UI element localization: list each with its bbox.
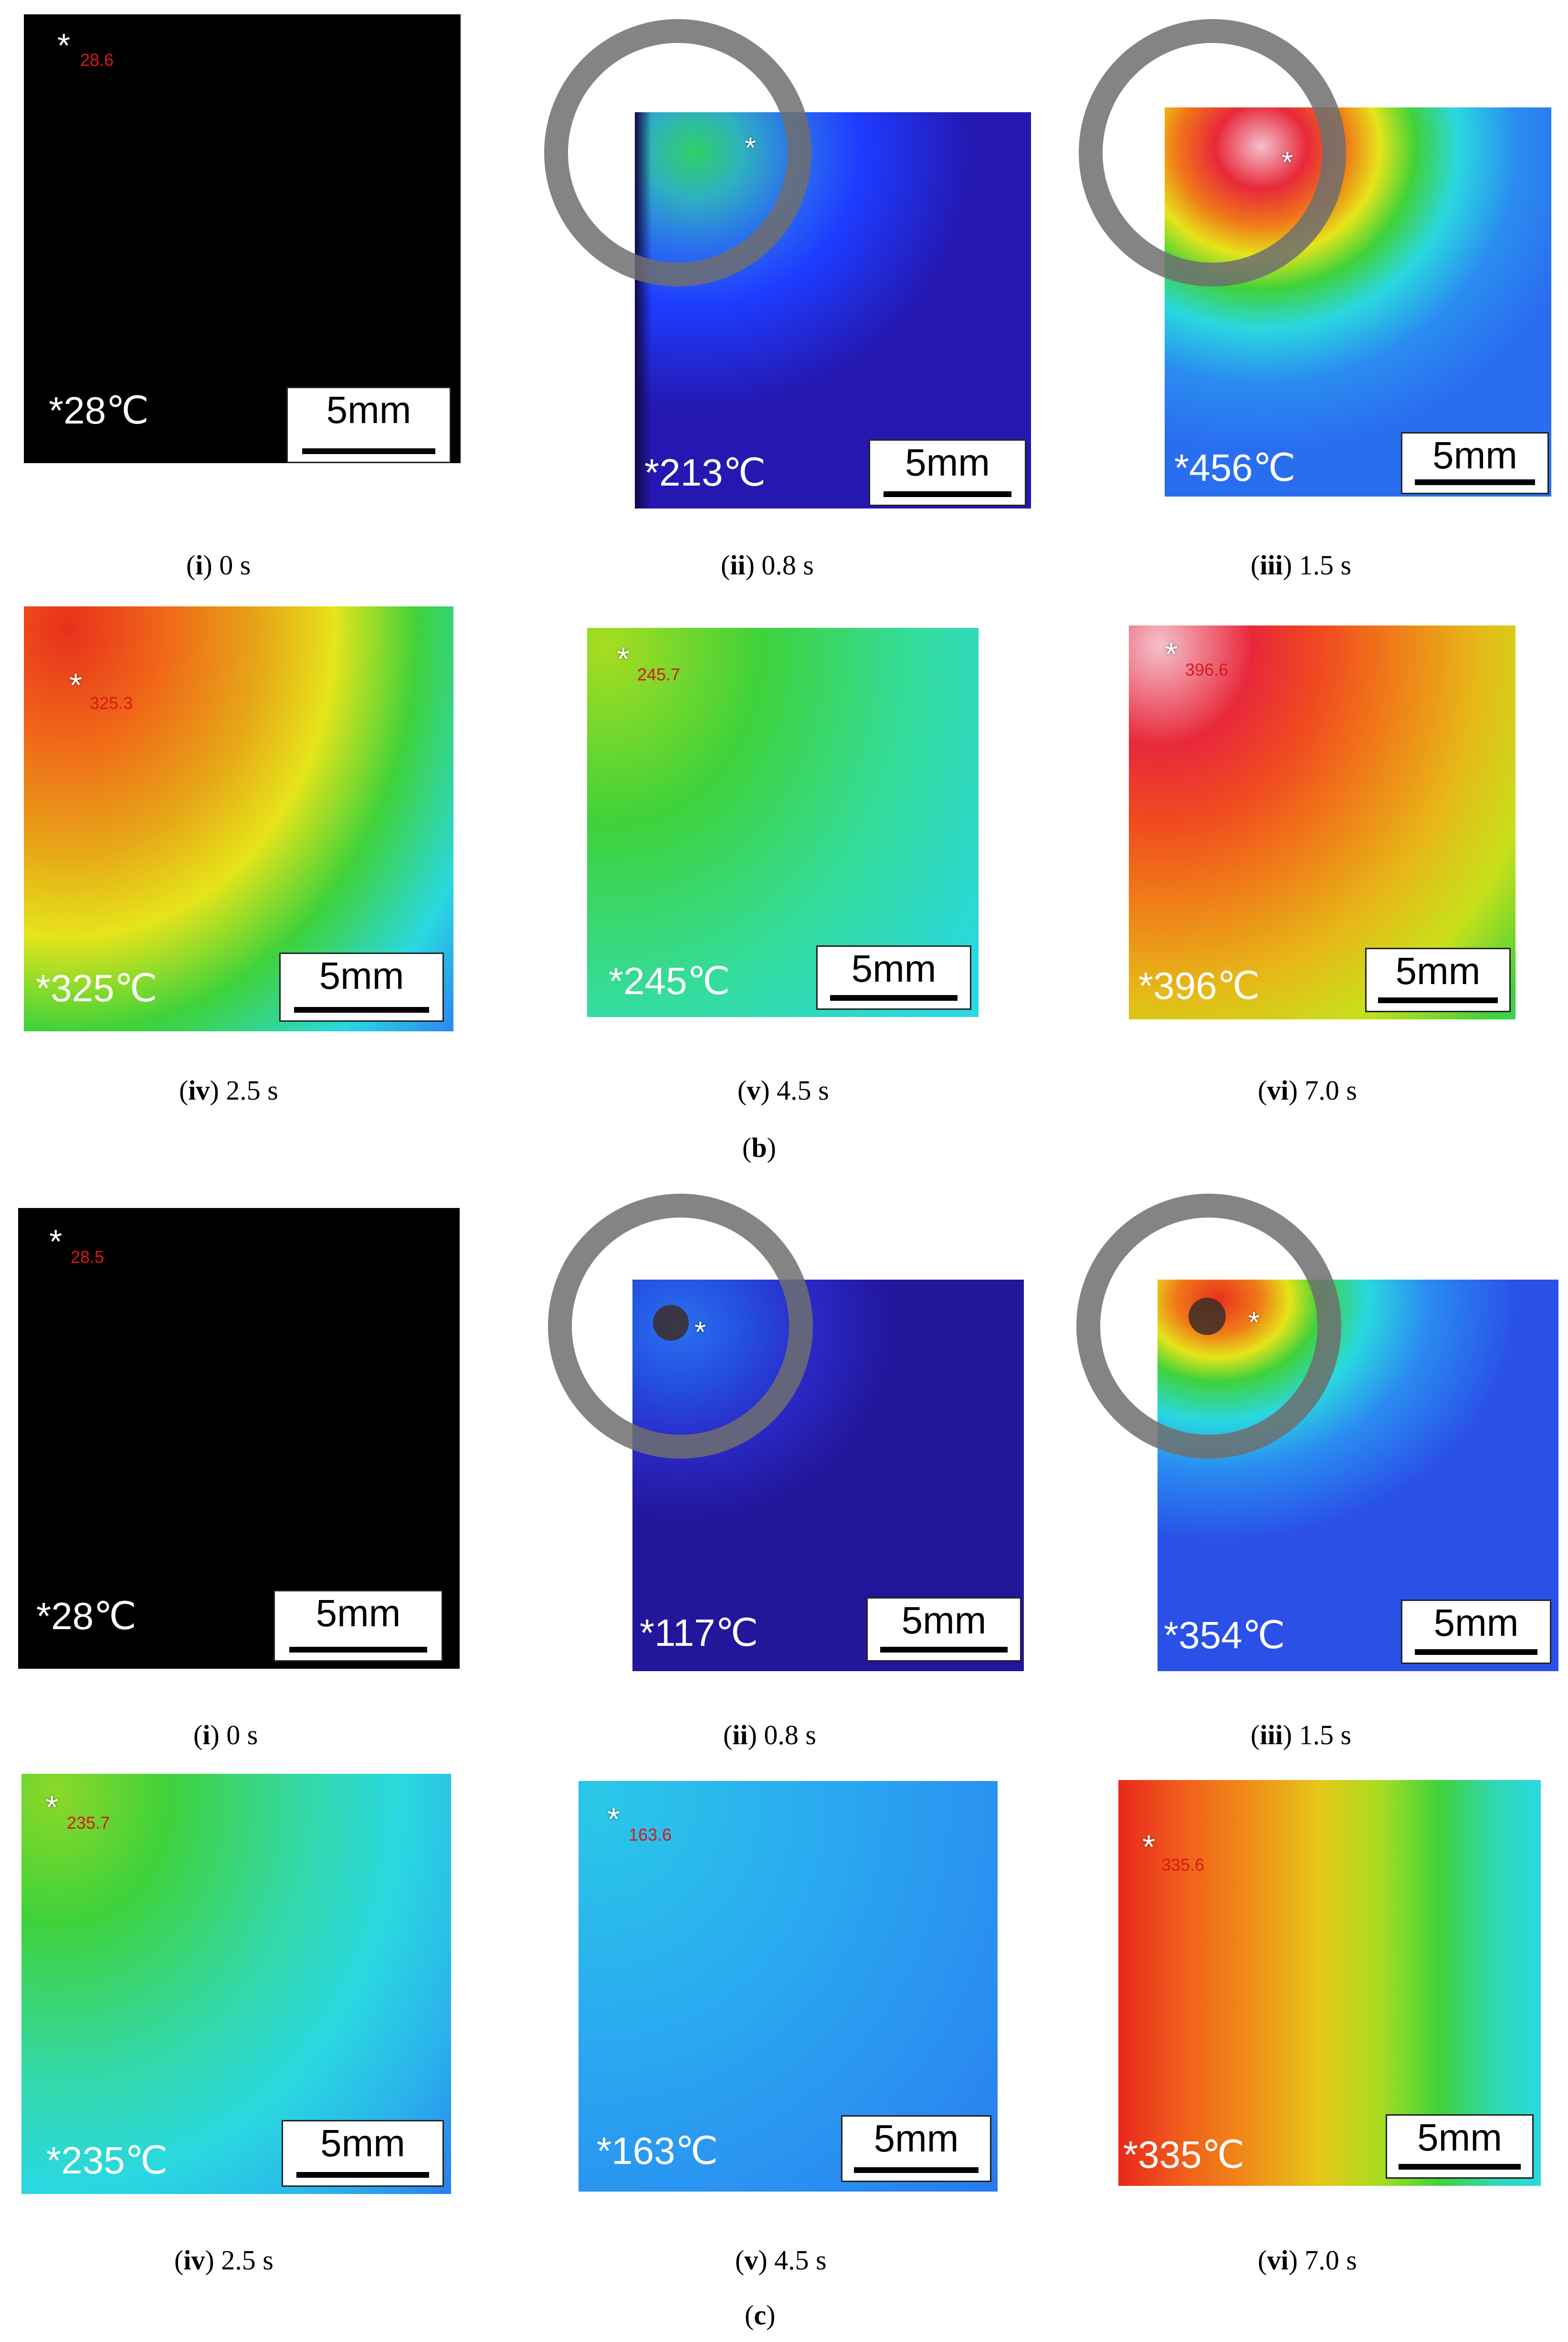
scale-bar: 5mm (816, 945, 971, 1010)
temperature-readout: *117℃ (640, 1611, 758, 1654)
scale-label: 5mm (905, 441, 990, 484)
scale-bar-line (1378, 997, 1498, 1003)
spot-marker-icon: * (1142, 1828, 1156, 1865)
temperature-readout: *335℃ (1123, 2133, 1245, 2176)
spot-marker-icon: * (1282, 146, 1294, 179)
spot-marker-icon: * (45, 1789, 59, 1826)
spot-marker-icon: * (695, 1316, 706, 1349)
scale-bar: 5mm (841, 2115, 991, 2182)
temperature-readout: *163℃ (597, 2130, 718, 2172)
scale-label: 5mm (1395, 950, 1481, 992)
spot-marker-icon: * (1165, 636, 1178, 673)
spot-value: 235.7 (67, 1813, 110, 1833)
panel-caption: (i) 0 s (193, 1719, 258, 1750)
panel-caption: (ii) 0.8 s (721, 550, 814, 581)
scale-bar-line (289, 1647, 427, 1653)
spot-marker-icon: * (49, 1223, 63, 1260)
scale-bar: 5mm (1401, 1600, 1551, 1664)
thermal-panel-b-iv: * 325.3 *325℃ 5mm (24, 606, 453, 1031)
panel-caption: (ii) 0.8 s (723, 1719, 816, 1750)
spot-value: 28.5 (71, 1247, 105, 1267)
scale-bar-line (1399, 2164, 1521, 2170)
scale-label: 5mm (1433, 1601, 1519, 1644)
spot-value: 335.6 (1161, 1855, 1205, 1875)
spot-marker-icon: * (57, 27, 71, 64)
scale-bar-line (884, 491, 1011, 497)
scale-bar: 5mm (279, 953, 444, 1022)
scale-label: 5mm (326, 389, 411, 431)
temperature-readout: *354℃ (1164, 1614, 1285, 1656)
scale-bar-line (302, 448, 435, 454)
scale-bar: 5mm (274, 1590, 443, 1662)
scale-bar: 5mm (1401, 432, 1549, 494)
spot-value: 163.6 (629, 1825, 672, 1844)
panel-caption: (iii) 1.5 s (1251, 1719, 1352, 1750)
temperature-readout: *245℃ (609, 960, 730, 1002)
spot-marker-icon: * (69, 667, 83, 704)
temperature-readout: *396℃ (1138, 964, 1260, 1007)
thermal-panel-c-iv: * 235.7 *235℃ 5mm (21, 1774, 451, 2194)
thermal-panel-c-i: * 28.5 *28℃ 5mm (18, 1208, 460, 1669)
panel-caption: (i) 0 s (186, 550, 251, 581)
thermal-panel-c-v: * 163.6 *163℃ 5mm (579, 1781, 998, 2192)
scale-bar: 5mm (286, 387, 451, 463)
thermocouple-dot (1189, 1298, 1226, 1335)
spot-marker-icon: * (617, 640, 630, 678)
scale-bar: 5mm (869, 439, 1026, 506)
cold-edge (635, 112, 652, 509)
spot-marker-icon: * (607, 1801, 621, 1838)
thermal-panel-b-i: * 28.6 *28℃ 5mm (24, 14, 461, 463)
section-label-b: (b) (742, 1132, 776, 1163)
spot-marker-icon: * (745, 132, 757, 165)
section-label-c: (c) (745, 2300, 776, 2331)
temperature-readout: *28℃ (49, 389, 149, 432)
scale-label: 5mm (851, 947, 937, 990)
temperature-readout: *456℃ (1174, 446, 1296, 489)
scale-label: 5mm (320, 2122, 405, 2164)
temperature-readout: *235℃ (46, 2139, 168, 2182)
panel-caption: (v) 4.5 s (735, 2245, 827, 2276)
scale-label: 5mm (901, 1599, 987, 1642)
scale-bar-line (294, 1007, 429, 1013)
scale-bar-line (880, 1647, 1008, 1653)
spot-value: 396.6 (1185, 660, 1229, 679)
spot-value: 28.6 (80, 50, 114, 70)
scale-label: 5mm (1432, 434, 1517, 477)
scale-label: 5mm (1417, 2116, 1502, 2159)
heat-map (1165, 107, 1551, 497)
scale-bar-line (1415, 1649, 1537, 1655)
thermal-panel-b-ii (635, 112, 1031, 509)
scale-bar: 5mm (1386, 2114, 1534, 2179)
scale-label: 5mm (316, 1592, 401, 1634)
spot-value: 325.3 (90, 693, 133, 713)
scale-bar: 5mm (282, 2120, 444, 2187)
panel-caption: (iv) 2.5 s (179, 1075, 278, 1106)
thermocouple-dot (653, 1305, 689, 1341)
thermal-panel-c-vi: * 335.6 *335℃ 5mm (1118, 1780, 1541, 2186)
scale-bar-line (296, 2172, 429, 2178)
thermal-panel-b-v: * 245.7 *245℃ 5mm (587, 628, 979, 1017)
scale-label: 5mm (873, 2117, 959, 2160)
panel-caption: (iv) 2.5 s (174, 2245, 274, 2276)
thermal-panel-b-iii (1165, 107, 1551, 497)
temperature-readout: *213℃ (644, 451, 766, 494)
scale-label: 5mm (319, 954, 404, 997)
scale-bar-line (854, 2167, 979, 2173)
panel-caption: (vi) 7.0 s (1258, 1075, 1357, 1106)
scale-bar-line (1415, 479, 1535, 485)
temperature-readout: *28℃ (36, 1595, 137, 1637)
scale-bar: 5mm (1365, 948, 1511, 1012)
panel-caption: (vi) 7.0 s (1258, 2245, 1357, 2276)
temperature-readout: *325℃ (36, 967, 158, 1009)
scale-bar: 5mm (866, 1597, 1021, 1662)
thermal-panel-b-vi: * 396.6 *396℃ 5mm (1129, 625, 1515, 1019)
panel-caption: (v) 4.5 s (737, 1075, 829, 1106)
spot-value: 245.7 (637, 665, 681, 684)
scale-bar-line (830, 995, 958, 1001)
panel-caption: (iii) 1.5 s (1251, 550, 1352, 581)
spot-marker-icon: * (1248, 1306, 1260, 1339)
